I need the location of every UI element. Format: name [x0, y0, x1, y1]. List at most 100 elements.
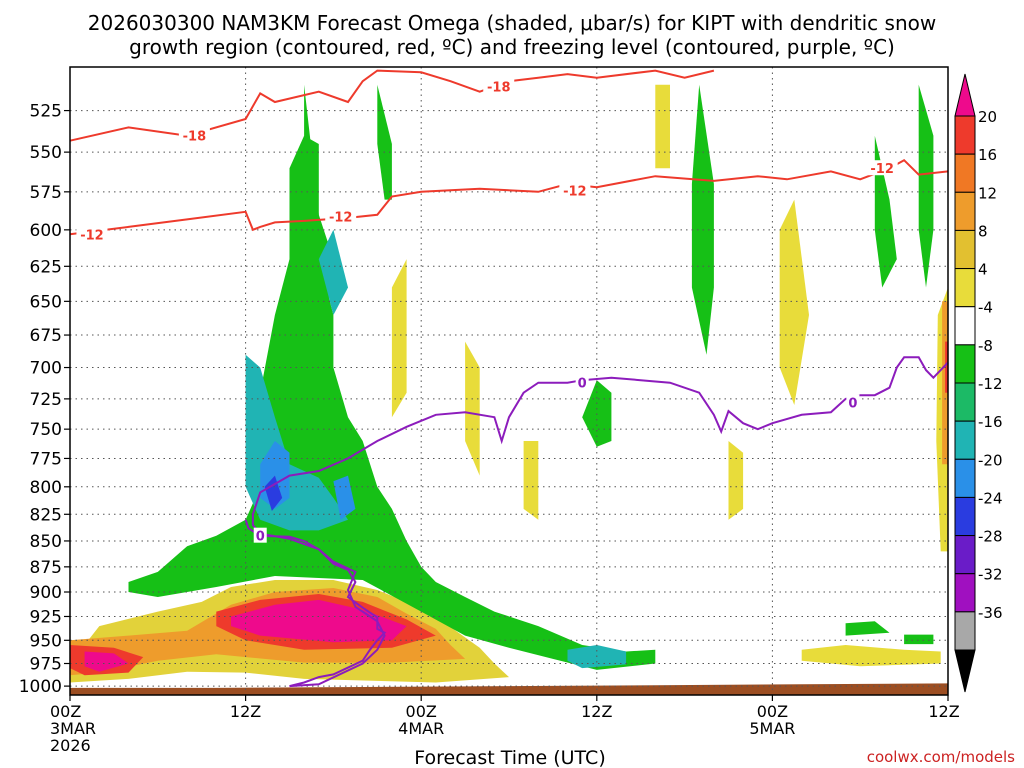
y-tick-label: 525 [30, 102, 62, 122]
omega-region-24 [655, 84, 670, 169]
contour-label-bg [178, 127, 210, 143]
terrain-fill [70, 683, 948, 695]
omega-region-14 [904, 634, 934, 645]
y-tick-label: 650 [30, 292, 62, 312]
y-tick-label: 600 [30, 221, 62, 241]
contour-label: 0 [256, 530, 265, 545]
x-tick-label: 12Z [230, 702, 261, 721]
colorbar-label: -4 [978, 299, 993, 317]
y-tick-label: 725 [30, 390, 62, 410]
contour-labels: -18 -18 -12 -12 -12 -12 0 0 0 [76, 78, 898, 545]
colorbar-swatch-13 [954, 611, 976, 651]
omega-region-20 [264, 475, 283, 511]
colorbar-top-arrow [954, 73, 976, 117]
colorbar-swatch-2 [954, 191, 976, 231]
y-tick-label: 950 [30, 631, 62, 651]
y-tick-label: 975 [30, 654, 62, 674]
omega-region-22 [801, 645, 941, 667]
contour-lines [69, 69, 949, 688]
colorbar-label: 4 [978, 261, 988, 279]
contour-label-bg [483, 78, 515, 94]
colorbar-swatch-4 [954, 268, 976, 308]
omega-region-27 [391, 259, 407, 418]
colorbar-label: -8 [978, 337, 993, 355]
plot-frame [69, 66, 949, 696]
contour-label-bg [325, 208, 357, 224]
colorbar-swatch-6 [954, 344, 976, 384]
omega-region-4 [84, 651, 129, 672]
y-tick-label: 575 [30, 183, 62, 203]
y-tick-label: 825 [30, 505, 62, 525]
x-tick-label: 3MAR [50, 719, 96, 738]
omega-region-19 [333, 475, 356, 520]
y-tick-label: 775 [30, 449, 62, 469]
colorbar-swatch-3 [954, 229, 976, 270]
colorbar-swatch-5 [954, 306, 976, 346]
colorbar-swatch-7 [954, 382, 976, 422]
colorbar-swatch-1 [954, 153, 976, 193]
contour-label-bg [76, 226, 108, 242]
contour-label-bg [866, 160, 898, 176]
y-tick-label: 1000 [19, 677, 62, 697]
omega-region-11 [918, 84, 934, 288]
colorbar-swatch-11 [954, 535, 976, 575]
terrain-layer [70, 683, 948, 695]
y-tick-label: 800 [30, 478, 62, 498]
x-tick-label: 00Z [406, 702, 437, 721]
colorbar-label: 16 [978, 146, 997, 164]
x-tick-label: 12Z [928, 702, 959, 721]
y-tick-label: 675 [30, 326, 62, 346]
dendritic-contour-m12-1 [69, 158, 949, 236]
contour-label-bg [559, 182, 591, 198]
colorbar-swatch-10 [954, 496, 976, 537]
x-tick-label: 4MAR [398, 719, 444, 738]
colorbar-label: 20 [978, 108, 997, 126]
colorbar-label: -20 [978, 451, 1003, 469]
omega-region-25 [728, 441, 744, 520]
omega-region-26 [523, 441, 539, 520]
freezing-level-contour [244, 356, 949, 688]
contour-label: -18 [183, 130, 207, 145]
x-tick-label: 00Z [50, 702, 81, 721]
contour-label: -18 [487, 80, 511, 95]
colorbar-label: -16 [978, 413, 1003, 431]
omega-region-8 [377, 84, 392, 200]
colorbar-label: -36 [978, 604, 1003, 622]
x-axis-label: Forecast Time (UTC) [414, 747, 605, 768]
colorbar-label: 12 [978, 184, 997, 202]
chart-title-line1: 2026030300 NAM3KM Forecast Omega (shaded… [88, 11, 936, 35]
colorbar-swatch-12 [954, 573, 976, 613]
colorbar-label: -12 [978, 375, 1003, 393]
plot-background [70, 67, 948, 695]
y-axis-ticks: 525 550 575 600 625 650 675 700 725 750 775 800 825 8… [19, 102, 70, 697]
colorbar: 20 16 12 8 4 -4 -8 -12 -16 -20 -24 -28 -32 -36 [954, 73, 1003, 693]
omega-region-28 [465, 341, 480, 476]
omega-region-21 [779, 199, 809, 405]
y-tick-label: 750 [30, 420, 62, 440]
y-tick-label: 700 [30, 359, 62, 379]
contour-label: -12 [80, 228, 104, 243]
omega-region-16 [318, 229, 348, 315]
x-tick-label: 5MAR [749, 719, 795, 738]
y-tick-label: 875 [30, 558, 62, 578]
chart-title-line2: growth region (contoured, red, ºC) and f… [129, 35, 895, 59]
x-tick-label: 12Z [581, 702, 612, 721]
contour-label: 0 [578, 377, 587, 392]
contour-label-bg [575, 374, 589, 390]
contour-label-bg [253, 527, 267, 543]
gridlines [70, 67, 948, 695]
contour-label-bg [846, 394, 860, 410]
y-tick-label: 900 [30, 583, 62, 603]
colorbar-swatch-9 [954, 458, 976, 498]
contour-label: -12 [870, 162, 894, 177]
y-tick-label: 625 [30, 257, 62, 277]
x-tick-label: 00Z [757, 702, 788, 721]
x-tick-label: 2026 [50, 736, 91, 755]
contour-label: -12 [329, 210, 353, 225]
colorbar-label: -32 [978, 566, 1003, 584]
y-tick-label: 550 [30, 143, 62, 163]
y-tick-label: 925 [30, 607, 62, 627]
colorbar-label: -24 [978, 489, 1003, 507]
contour-label: 0 [848, 397, 857, 412]
